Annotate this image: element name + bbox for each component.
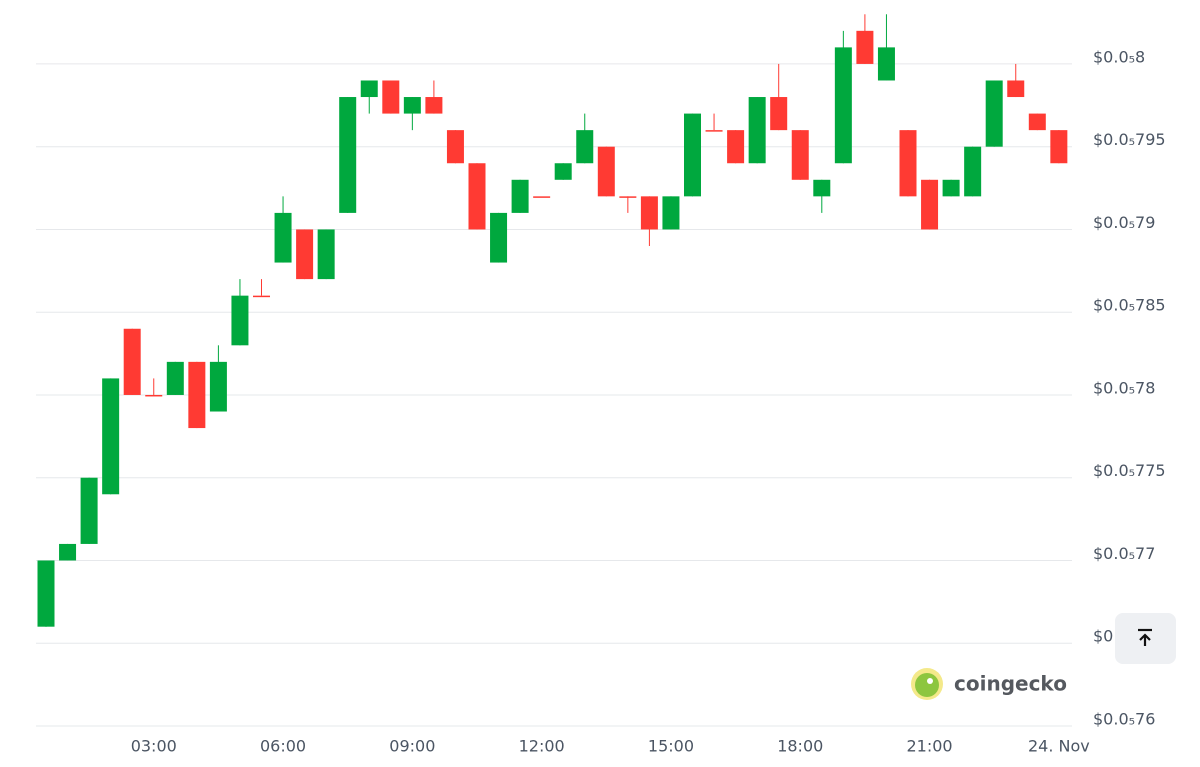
- scroll-top-button[interactable]: [1115, 613, 1176, 664]
- candle-body: [123, 328, 141, 395]
- candle-body: [684, 113, 701, 197]
- candle-body: [619, 196, 637, 198]
- candle-body: [1050, 130, 1068, 164]
- candle-body: [59, 543, 77, 561]
- candle-body: [705, 130, 723, 132]
- y-tick-label: $0.0₅795: [1093, 130, 1166, 149]
- candle-body: [770, 97, 788, 131]
- candle-body: [490, 212, 508, 263]
- y-tick-label: $0.0₅79: [1093, 213, 1155, 232]
- y-tick-label: $0.0₅8: [1093, 47, 1145, 66]
- y-tick-label: $0.0₅77: [1093, 544, 1155, 563]
- x-tick-label: 21:00: [906, 737, 952, 756]
- candle-body: [468, 163, 486, 230]
- x-tick-label: 03:00: [131, 737, 177, 756]
- candle-body: [1028, 113, 1046, 131]
- logo: [915, 673, 939, 697]
- candle-body: [145, 394, 163, 397]
- candle-body: [640, 196, 658, 230]
- candle-body: [921, 179, 939, 230]
- candle-body: [231, 295, 249, 346]
- candle-body: [425, 97, 443, 114]
- candle-body: [37, 560, 55, 627]
- candle-body: [209, 361, 227, 412]
- candle-body: [877, 47, 895, 81]
- candle-body: [253, 295, 270, 298]
- candle-body: [662, 196, 680, 230]
- x-tick-label: 06:00: [260, 737, 306, 756]
- candle-body: [403, 97, 421, 114]
- x-tick-label: 18:00: [777, 737, 823, 756]
- candle-body: [964, 146, 982, 197]
- candle-body: [791, 130, 809, 180]
- candle-body: [834, 47, 852, 164]
- candle-body: [899, 130, 917, 197]
- x-tick-label: 12:00: [519, 737, 565, 756]
- candle-body: [533, 196, 551, 198]
- candle-body: [985, 80, 1003, 147]
- candle-body: [748, 97, 766, 164]
- watermark: coingecko: [911, 668, 1067, 700]
- x-tick-label: 15:00: [648, 737, 694, 756]
- candle-body: [942, 179, 960, 197]
- candle-body: [360, 80, 378, 98]
- x-tick-label: 24. Nov: [1028, 737, 1090, 756]
- icon-arrow: [1139, 633, 1151, 646]
- candle-body: [166, 361, 184, 395]
- candle-body: [382, 80, 400, 114]
- candle-body: [188, 361, 206, 429]
- candle-body: [274, 212, 292, 263]
- candle-body: [554, 163, 572, 180]
- candle-body: [339, 97, 357, 213]
- y-tick-label: $0.0₅76: [1093, 710, 1155, 729]
- candle-body: [727, 130, 745, 164]
- candle-body: [511, 179, 529, 213]
- candle-body: [296, 229, 314, 280]
- watermark-text: coingecko: [954, 672, 1067, 696]
- candle-body: [576, 130, 594, 164]
- candle-body: [1007, 80, 1025, 98]
- candle-body: [597, 146, 615, 197]
- x-tick-label: 09:00: [389, 737, 435, 756]
- candle-body: [102, 378, 120, 495]
- y-tick-label: $0.0₅785: [1093, 296, 1166, 315]
- y-tick-label: $0.0₅78: [1093, 378, 1155, 397]
- logo-eye: [927, 678, 933, 684]
- candle-body: [80, 477, 98, 544]
- candle-body: [813, 179, 831, 197]
- candles: [37, 14, 1068, 627]
- candle-body: [446, 130, 464, 164]
- candle-body: [317, 229, 335, 280]
- candle-body: [856, 30, 874, 64]
- y-tick-label: $0.0₅775: [1093, 461, 1166, 480]
